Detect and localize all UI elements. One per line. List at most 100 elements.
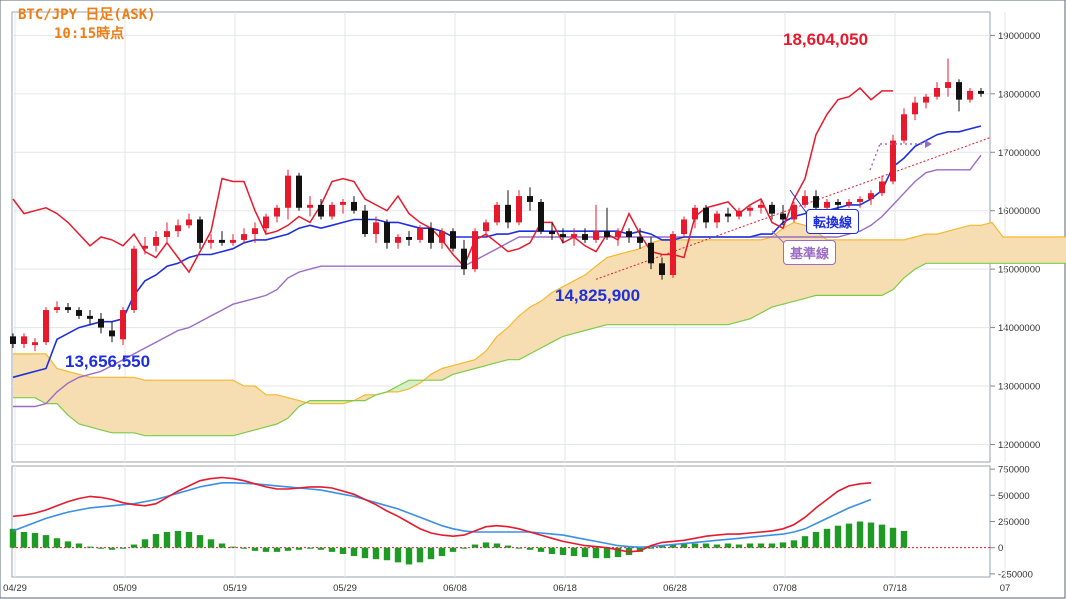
chart-title: BTC/JPY 日足(ASK) 10:15時点 xyxy=(18,6,156,44)
candle-body xyxy=(868,193,874,200)
candle-body xyxy=(637,237,643,243)
cloud-segment xyxy=(321,400,332,404)
candle-body xyxy=(362,210,368,235)
cloud-segment xyxy=(684,239,695,325)
macd-histogram-bar xyxy=(262,547,270,552)
cloud-segment xyxy=(332,400,343,404)
cloud-segment xyxy=(596,257,607,328)
x-tick-label: 06/18 xyxy=(553,583,577,594)
candle-body xyxy=(32,342,38,346)
cloud-segment xyxy=(970,225,981,264)
macd-histogram-bar xyxy=(812,531,820,548)
macd-histogram-bar xyxy=(449,547,457,552)
macd-histogram-bar xyxy=(878,524,886,548)
candle-body xyxy=(549,231,555,235)
candle-body xyxy=(120,310,126,340)
candle-body xyxy=(791,204,797,220)
macd-histogram-bar xyxy=(295,547,303,550)
macd-histogram-bar xyxy=(75,543,83,548)
macd-histogram-bar xyxy=(515,547,523,549)
candle-body xyxy=(285,175,291,208)
candle-body xyxy=(395,237,401,243)
macd-histogram-bar xyxy=(636,547,644,552)
cloud-segment xyxy=(398,380,409,392)
cloud-segment xyxy=(310,400,321,404)
candle-body xyxy=(615,231,621,237)
macd-histogram-bar xyxy=(548,547,556,554)
macd-histogram-bar xyxy=(790,540,798,548)
title-text: BTC/JPY 日足(ASK) xyxy=(18,7,156,23)
cloud-segment xyxy=(508,315,519,360)
subtitle-text: 10:15時点 xyxy=(54,26,125,42)
candle-body xyxy=(505,204,511,223)
cloud-segment xyxy=(46,353,57,404)
candle-body xyxy=(780,213,786,220)
macd-histogram-bar xyxy=(218,543,226,548)
macd-histogram-bar xyxy=(328,547,336,552)
cloud-segment xyxy=(266,394,277,427)
candle-body xyxy=(736,210,742,217)
cloud-segment xyxy=(409,380,420,389)
cloud-segment xyxy=(915,234,926,270)
cloud-segment xyxy=(211,380,222,436)
macd-histogram-bar xyxy=(284,547,292,551)
macd-histogram-bar xyxy=(570,547,578,557)
candle-body xyxy=(76,310,82,316)
candle-body xyxy=(956,82,962,100)
macd-histogram-bar xyxy=(856,521,864,548)
candle-body xyxy=(747,207,753,211)
macd-histogram-bar xyxy=(702,543,710,548)
cloud-segment xyxy=(200,380,211,436)
candle-body xyxy=(769,204,775,214)
macd-histogram-bar xyxy=(174,530,182,548)
candle-body xyxy=(516,196,522,223)
x-tick-label: 05/19 xyxy=(223,583,247,594)
candle-body xyxy=(835,201,841,205)
candle-body xyxy=(417,228,423,240)
cloud-segment xyxy=(453,362,464,375)
macd-histogram-bar xyxy=(647,547,655,549)
candle-body xyxy=(98,318,104,328)
cloud-segment xyxy=(167,380,178,436)
candle-body xyxy=(230,239,236,243)
macd-tick-label: 250000 xyxy=(998,517,1030,528)
candle-body xyxy=(846,201,852,205)
cloud-segment xyxy=(981,222,992,264)
candle-body xyxy=(593,231,599,240)
cloud-segment xyxy=(277,394,288,425)
candle-body xyxy=(175,225,181,232)
macd-panel-frame xyxy=(11,465,991,578)
candle-body xyxy=(241,234,247,240)
candle-body xyxy=(87,315,93,319)
high-price-annotation: 18,604,050 xyxy=(783,30,869,49)
candle-body xyxy=(384,222,390,243)
candle-body xyxy=(428,228,434,243)
price-tick-label: 16000000 xyxy=(998,206,1040,217)
macd-histogram-bar xyxy=(427,547,435,560)
price-tick-label: 15000000 xyxy=(998,265,1040,276)
macd-tick-label: 500000 xyxy=(998,491,1030,502)
chikou-line xyxy=(12,86,893,274)
candle-body xyxy=(142,245,148,249)
macd-histogram-bar xyxy=(196,535,204,548)
x-tick-label: 05/09 xyxy=(113,583,137,594)
macd-histogram-bar xyxy=(119,547,127,549)
macd-histogram-bar xyxy=(372,547,380,560)
macd-histogram-bar xyxy=(53,538,61,548)
cloud-segment xyxy=(959,225,970,264)
cloud-segment xyxy=(442,365,453,381)
macd-histogram-bar xyxy=(361,547,369,559)
cloud-segment xyxy=(717,239,728,325)
cloud-segment xyxy=(497,327,508,363)
macd-histogram-bar xyxy=(130,544,138,548)
macd-histogram-bar xyxy=(97,547,105,549)
candle-body xyxy=(582,234,588,240)
cloud-segment xyxy=(882,239,893,296)
cloud-segment xyxy=(706,239,717,325)
macd-histogram-bar xyxy=(735,544,743,548)
macd-histogram-bar xyxy=(559,547,567,556)
cloud-segment xyxy=(68,371,79,425)
cloud-segment xyxy=(1036,237,1047,264)
